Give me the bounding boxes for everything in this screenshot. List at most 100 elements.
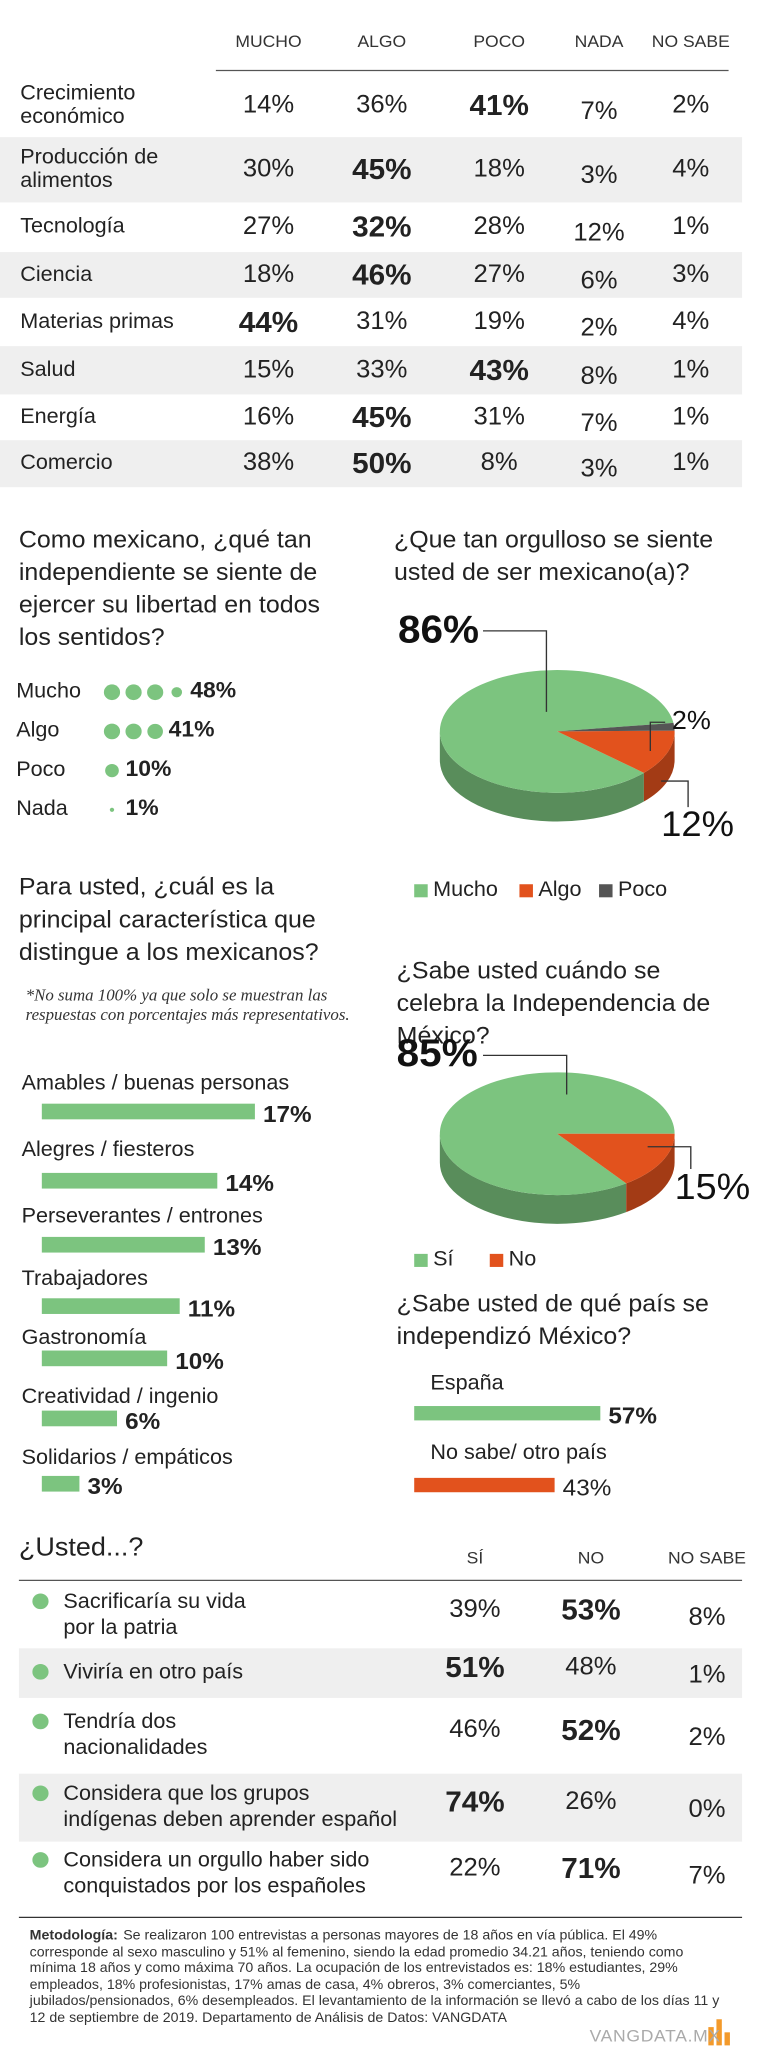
table-cell: 50%: [352, 446, 412, 480]
table-cell: 36%: [356, 91, 408, 119]
row-band: [0, 137, 743, 203]
chart-note: *No suma 100% ya que solo se muestran la…: [25, 986, 350, 1024]
table-cell: 31%: [473, 402, 525, 431]
methodology: Metodología: Se realizaron 100 entrevista…: [30, 1928, 725, 2026]
column-header: NO SABE: [651, 31, 730, 51]
value-label: 57%: [608, 1402, 658, 1429]
footer-site: VANGDATA.MX: [589, 2025, 721, 2046]
bar-label: Perseverantes / entrones: [21, 1205, 263, 1228]
table-cell: 3%: [580, 161, 618, 190]
legend-label: Algo: [538, 879, 582, 902]
row-label: Tecnología: [20, 215, 125, 238]
table-cell: 7%: [688, 1862, 726, 1890]
column-header: SÍ: [466, 1547, 484, 1568]
row-band: [0, 346, 743, 395]
dot: [147, 684, 164, 701]
pie-side: [439, 731, 644, 822]
legend-swatch: [414, 1253, 428, 1267]
table-cell: 0%: [688, 1795, 726, 1824]
table-cell: 30%: [242, 155, 295, 183]
row-label: Materias primas: [20, 310, 174, 333]
bullet: [32, 1663, 49, 1680]
leader-line: [647, 1146, 692, 1169]
table-cell: 2%: [672, 91, 710, 119]
bar: [414, 1406, 601, 1421]
legend-label: Sí: [433, 1248, 454, 1271]
row-label: Considera un orgullo haber sido conquist…: [63, 1849, 370, 1898]
logo: [708, 2019, 730, 2046]
legend-swatch: [519, 884, 533, 898]
table-cell: 18%: [242, 260, 295, 288]
row-label: Producción de alimentos: [20, 146, 159, 192]
bar-label: Creatividad / ingenio: [21, 1385, 219, 1408]
table-cell: 51%: [445, 1650, 505, 1684]
legend-swatch: [414, 884, 428, 898]
table-cell: 6%: [580, 267, 618, 295]
row-label: Salud: [20, 358, 76, 381]
column-header: NO SABE: [667, 1547, 746, 1568]
column-header: ALGO: [357, 31, 407, 51]
row-band: [18, 1773, 743, 1842]
chart-title: ¿Sabe usted de qué país se independizó M…: [396, 1289, 709, 1350]
dot: [103, 684, 121, 701]
row-label: Viviría en otro país: [63, 1661, 244, 1684]
dot: [125, 684, 142, 701]
bullet: [32, 1593, 49, 1610]
row-label: Tendría dos nacionalidades: [63, 1711, 208, 1760]
bar: [41, 1410, 118, 1427]
bar: [41, 1236, 205, 1253]
table-cell: 1%: [672, 449, 710, 477]
value-label: 6%: [125, 1407, 161, 1435]
logo-bar: [724, 2032, 730, 2046]
table-cell: 27%: [473, 260, 525, 288]
value-label: 12%: [661, 804, 735, 844]
value-label: 2%: [671, 706, 711, 736]
value-label: 14%: [225, 1170, 274, 1197]
value-label: 86%: [398, 608, 480, 652]
bar: [41, 1172, 218, 1189]
value-label: 41%: [168, 717, 215, 742]
dot-label: Nada: [16, 798, 68, 821]
table-cell: 26%: [565, 1788, 617, 1816]
value-label: 3%: [87, 1473, 123, 1500]
table-cell: 27%: [242, 212, 295, 241]
pie-slice: [557, 1133, 675, 1184]
bar-label: Gastronomía: [21, 1327, 147, 1350]
legend-label: Mucho: [433, 879, 498, 902]
legend-swatch: [489, 1253, 504, 1267]
table-cell: 3%: [672, 260, 710, 288]
table-cell: 45%: [352, 152, 412, 186]
value-label: 17%: [262, 1101, 312, 1128]
table-cell: 1%: [688, 1661, 726, 1689]
bar: [41, 1103, 255, 1120]
logo-bar: [716, 2019, 722, 2046]
leader-line: [483, 630, 548, 712]
value-label: 43%: [562, 1474, 612, 1501]
row-label: Considera que los grupos indígenas deben…: [63, 1782, 398, 1832]
dot-label: Algo: [16, 719, 60, 742]
value-label: 1%: [125, 795, 159, 821]
bar-label: Trabajadores: [21, 1268, 148, 1291]
bar-label: Amables / buenas personas: [21, 1072, 290, 1095]
chart-title: ¿Sabe usted cuándo se celebra la Indepen…: [396, 956, 711, 1049]
row-label: Sacrificaría su vida por la patria: [63, 1590, 246, 1640]
row-label: Comercio: [20, 451, 113, 475]
pie-side: [439, 1133, 627, 1224]
dot-label: Mucho: [16, 680, 81, 703]
logo-bar: [708, 2027, 714, 2046]
dot: [109, 807, 115, 812]
table-cell: 28%: [473, 212, 525, 241]
leader-line: [661, 780, 689, 808]
value-label: 15%: [674, 1166, 751, 1207]
chart-title: ¿Que tan orgulloso se siente usted de se…: [393, 525, 714, 586]
dot: [147, 723, 163, 739]
row-label: Ciencia: [20, 263, 93, 286]
table-cell: 7%: [580, 409, 618, 437]
leader-line: [483, 1054, 568, 1095]
value-label: 13%: [212, 1234, 262, 1261]
bar-label: Solidarios / empáticos: [21, 1447, 233, 1470]
bullet: [32, 1852, 49, 1868]
bar: [41, 1298, 180, 1314]
